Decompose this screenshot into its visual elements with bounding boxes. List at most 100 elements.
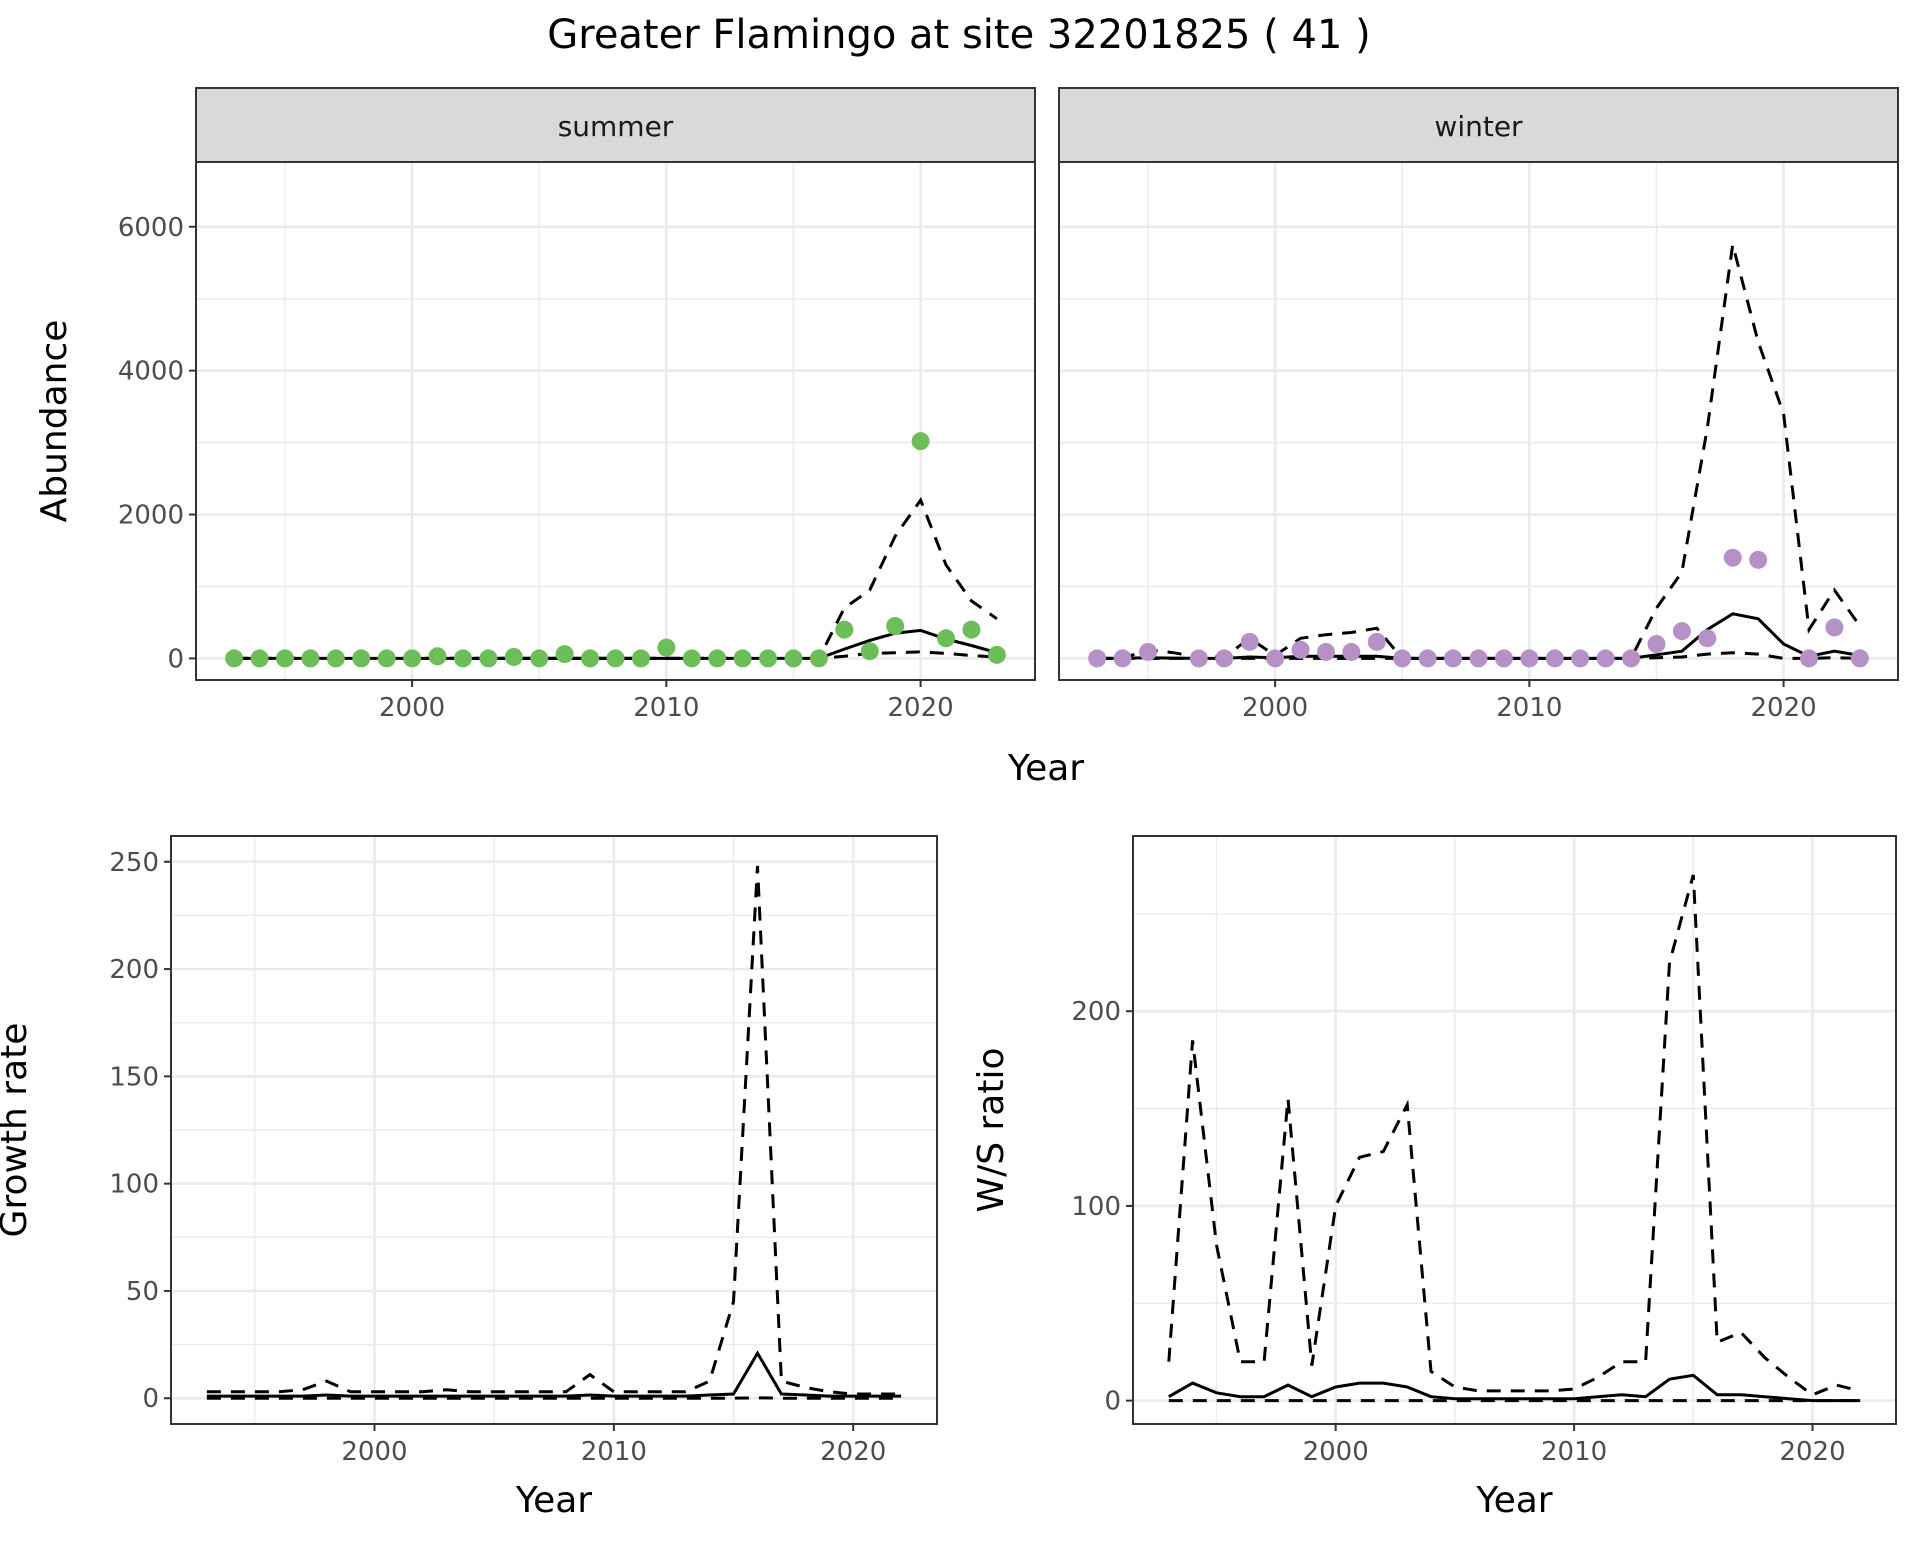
y-tick-label: 0 (142, 1384, 159, 1414)
y-axis-label: W/S ratio (971, 1047, 1012, 1212)
data-point (988, 646, 1006, 664)
x-tick-label: 2010 (1541, 1437, 1607, 1467)
plot-background (1133, 836, 1896, 1424)
data-point (1292, 641, 1310, 659)
data-point (1088, 649, 1106, 667)
data-point (1114, 649, 1132, 667)
plot-background (1059, 162, 1898, 680)
data-point (1495, 649, 1513, 667)
data-point (1800, 649, 1818, 667)
data-point (708, 649, 726, 667)
data-point (657, 639, 675, 657)
x-tick-label: 2000 (379, 693, 445, 723)
data-point (835, 621, 853, 639)
x-axis-label: Year (515, 1480, 592, 1521)
data-point (962, 621, 980, 639)
data-point (1241, 633, 1259, 651)
data-point (352, 649, 370, 667)
data-point (378, 649, 396, 667)
y-tick-label: 200 (1071, 997, 1121, 1027)
y-tick-label: 6000 (118, 213, 184, 243)
data-point (1470, 649, 1488, 667)
data-point (683, 649, 701, 667)
data-point (1825, 618, 1843, 636)
x-axis-label: Year (1007, 748, 1084, 789)
y-axis-label: Abundance (34, 320, 75, 523)
panel-summer: 2000 2010 2020 0 2000 4000 6000 summer Abundance (34, 88, 1035, 723)
data-point (1698, 629, 1716, 647)
plot-background (196, 162, 1035, 680)
y-tick-label: 250 (109, 848, 159, 878)
x-tick-label: 2010 (633, 693, 699, 723)
panel-w-s-ratio: 2000 2010 2020 0 100 200 W/S ratio Year (971, 836, 1896, 1521)
x-axis-label: Year (1475, 1480, 1552, 1521)
data-point (1851, 649, 1869, 667)
data-point (454, 649, 472, 667)
y-tick-label: 50 (126, 1277, 159, 1307)
data-point (607, 649, 625, 667)
data-point (1139, 643, 1157, 661)
x-tick-label: 2020 (1751, 693, 1817, 723)
x-tick-label: 2000 (1242, 693, 1308, 723)
data-point (1749, 551, 1767, 569)
data-point (886, 617, 904, 635)
x-tick-label: 2010 (581, 1437, 647, 1467)
data-point (1571, 649, 1589, 667)
y-tick-label: 150 (109, 1062, 159, 1092)
data-point (784, 649, 802, 667)
x-tick-label: 2020 (820, 1437, 886, 1467)
data-point (1393, 649, 1411, 667)
x-tick-label: 2020 (888, 693, 954, 723)
data-point (276, 649, 294, 667)
data-point (403, 649, 421, 667)
data-point (1317, 643, 1335, 661)
y-tick-label: 2000 (118, 501, 184, 531)
facet-label: winter (1434, 110, 1523, 143)
facet-label: summer (558, 110, 674, 143)
data-point (581, 649, 599, 667)
data-point (734, 649, 752, 667)
y-tick-label: 4000 (118, 357, 184, 387)
data-point (912, 432, 930, 450)
data-point (1546, 649, 1564, 667)
data-point (251, 649, 269, 667)
data-point (810, 649, 828, 667)
data-point (1342, 643, 1360, 661)
y-tick-label: 100 (109, 1170, 159, 1200)
data-point (1215, 649, 1233, 667)
data-point (327, 649, 345, 667)
data-point (1597, 649, 1615, 667)
data-point (530, 649, 548, 667)
y-tick-label: 100 (1071, 1192, 1121, 1222)
data-point (1724, 549, 1742, 567)
data-point (225, 649, 243, 667)
x-tick-label: 2010 (1496, 693, 1562, 723)
data-point (556, 645, 574, 663)
data-point (759, 649, 777, 667)
data-point (1444, 649, 1462, 667)
panel-winter: 2000 2010 2020 winter (1059, 88, 1898, 723)
data-point (1190, 649, 1208, 667)
data-point (632, 649, 650, 667)
y-tick-label: 0 (1104, 1387, 1121, 1417)
x-tick-label: 2000 (1303, 1437, 1369, 1467)
data-point (301, 649, 319, 667)
y-tick-label: 0 (167, 644, 184, 674)
data-point (937, 629, 955, 647)
data-point (1368, 633, 1386, 651)
data-point (479, 649, 497, 667)
data-point (1673, 622, 1691, 640)
data-point (505, 648, 523, 666)
chart-title: Greater Flamingo at site 32201825 ( 41 ) (547, 12, 1371, 58)
data-point (1647, 635, 1665, 653)
data-point (1622, 649, 1640, 667)
x-tick-label: 2000 (341, 1437, 407, 1467)
data-point (861, 642, 879, 660)
y-axis-label: Growth rate (0, 1023, 35, 1238)
data-point (1266, 649, 1284, 667)
data-point (1419, 649, 1437, 667)
x-tick-label: 2020 (1779, 1437, 1845, 1467)
